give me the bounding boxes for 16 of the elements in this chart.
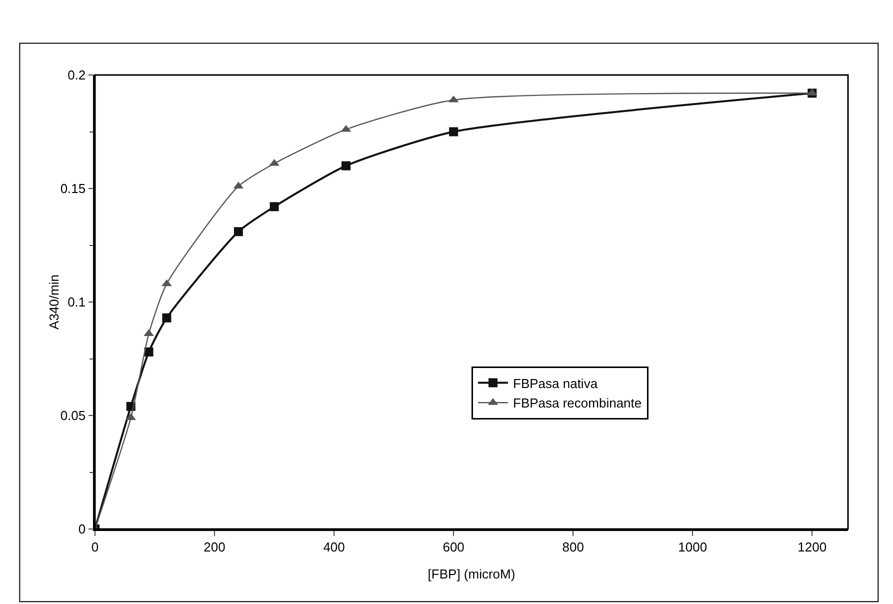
- y-tick-label: 0.15: [60, 181, 86, 196]
- x-tick-label: 400: [323, 539, 345, 554]
- x-axis-title: [FBP] (microM): [428, 566, 516, 582]
- x-tick-label: 600: [442, 539, 464, 554]
- y-tick-label: 0: [78, 522, 86, 537]
- x-tick-label: 0: [91, 539, 99, 554]
- x-tick-label: 800: [562, 539, 584, 554]
- y-axis-title: A340/min: [46, 274, 62, 330]
- x-tick-label: 1200: [798, 539, 827, 554]
- y-tick-label: 0.1: [68, 294, 86, 310]
- legend-label: FBPasa nativa: [513, 376, 598, 391]
- y-tick-label: 0.2: [68, 68, 86, 83]
- y-tick-label: 0.05: [60, 408, 86, 424]
- x-tick-label: 200: [204, 539, 226, 554]
- x-tick-label: 1000: [678, 539, 708, 554]
- legend-label: FBPasa recombinante: [513, 396, 642, 411]
